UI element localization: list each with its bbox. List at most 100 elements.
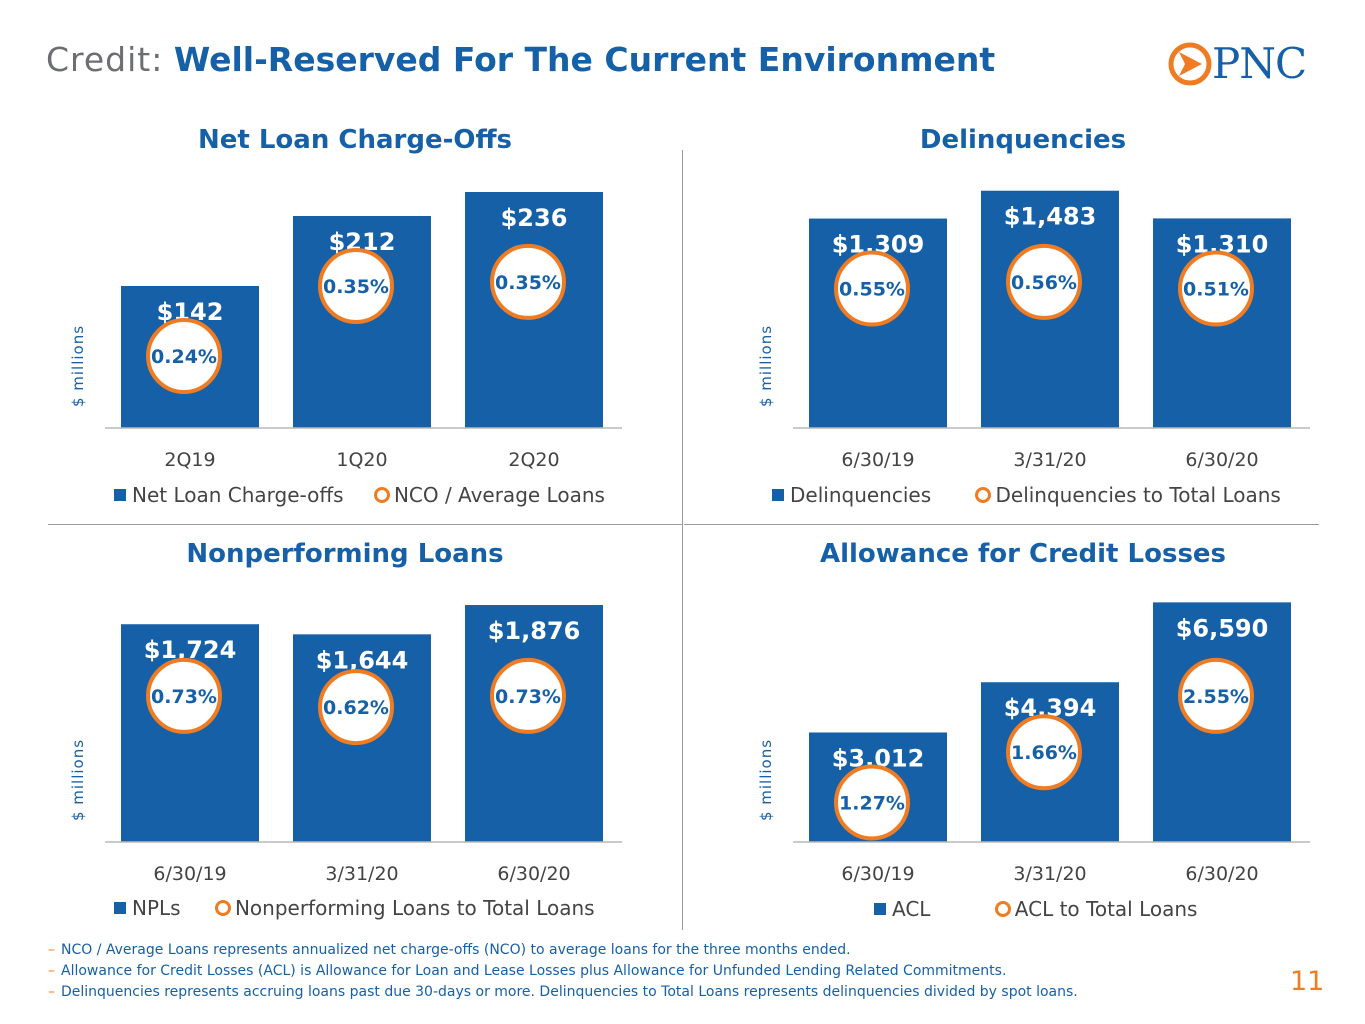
ratio-marker <box>834 764 910 841</box>
legend-item-ratio: ACL to Total Loans <box>994 897 1198 921</box>
ratio-marker <box>1178 657 1254 734</box>
x-tick-label: 6/30/19 <box>841 863 914 885</box>
footnote: – NCO / Average Loans represents annualiz… <box>48 940 1078 961</box>
ratio-marker <box>146 657 222 734</box>
legend-item-bar: Net Loan Charge-offs <box>114 483 344 507</box>
ratio-value-label: 0.24% <box>151 346 217 368</box>
legend-delinquencies: Delinquencies Delinquencies to Total Loa… <box>772 483 1281 507</box>
quadrant-divider-left <box>48 524 682 525</box>
legend-bar-label: Delinquencies <box>790 483 932 507</box>
y-axis-label: $ millions <box>69 739 87 821</box>
chart-plot: $ millions$1420.24%2Q19$2120.35%1Q20$236… <box>69 192 622 471</box>
legend-item-ratio: NCO / Average Loans <box>373 483 605 507</box>
legend-square-icon <box>114 902 126 914</box>
ratio-marker <box>318 669 394 746</box>
bar-value-label: $1,876 <box>488 617 581 645</box>
chart-net-loan-charge-offs: Net Loan Charge-Offs $ millions $142 0.24%… <box>45 122 685 502</box>
page-number: 11 <box>1290 966 1325 997</box>
chart-title: Delinquencies <box>919 125 1127 155</box>
ratio-marker <box>490 657 566 734</box>
x-tick-label: 6/30/20 <box>1185 863 1258 885</box>
x-tick-label: 2Q20 <box>508 449 559 471</box>
footnote: – Delinquencies represents accruing loans… <box>48 982 1078 1003</box>
quadrant-divider-right <box>684 524 1319 525</box>
legend-item-ratio: Delinquencies to Total Loans <box>975 483 1281 507</box>
page-title: Credit: Well-Reserved For The Current En… <box>46 40 995 79</box>
ratio-value-label: 1.66% <box>1011 742 1077 764</box>
x-tick-label: 6/30/19 <box>841 449 914 471</box>
legend-allowance-credit-losses: ACL ACL to Total Loans <box>874 897 1197 921</box>
chart-title: Net Loan Charge-Offs <box>197 125 513 155</box>
title-prefix: Credit: <box>46 40 164 79</box>
legend-ring-icon <box>975 487 992 503</box>
ratio-marker <box>1178 250 1254 327</box>
pnc-triangle-icon <box>1168 42 1212 86</box>
x-tick-label: 6/30/20 <box>497 863 570 885</box>
legend-ring-icon <box>373 487 390 503</box>
legend-square-icon <box>772 489 784 501</box>
ratio-value-label: 0.35% <box>495 272 561 294</box>
chart-title: Nonperforming Loans <box>186 539 504 569</box>
legend-item-ratio: Nonperforming Loans to Total Loans <box>214 896 595 920</box>
ratio-value-label: 2.55% <box>1183 686 1249 708</box>
y-axis-label: $ millions <box>69 325 87 407</box>
y-axis-label: $ millions <box>757 325 775 407</box>
ratio-value-label: 0.73% <box>495 686 561 708</box>
ratio-value-label: 0.55% <box>839 279 905 301</box>
x-tick-label: 3/31/20 <box>325 863 398 885</box>
footnote-text: NCO / Average Loans represents annualize… <box>61 942 851 958</box>
quadrant-divider-vertical <box>682 150 683 930</box>
legend-ratio-label: NCO / Average Loans <box>393 483 605 507</box>
logo-text: PNC <box>1212 39 1307 88</box>
chart-plot: $ millions$1,7240.73%6/30/19$1,6440.62%3… <box>69 605 622 885</box>
ratio-value-label: 0.51% <box>1183 279 1249 301</box>
ratio-value-label: 0.73% <box>151 686 217 708</box>
ratio-value-label: 0.62% <box>323 697 389 719</box>
chart-title: Allowance for Credit Losses <box>819 539 1227 569</box>
legend-item-bar: Delinquencies <box>772 483 931 507</box>
footnote-dash: – <box>48 984 55 1000</box>
footnote-text: Allowance for Credit Losses (ACL) is All… <box>61 963 1007 979</box>
legend-square-icon <box>874 903 886 915</box>
ratio-value-label: 0.56% <box>1011 272 1077 294</box>
footnote-text: Delinquencies represents accruing loans … <box>61 984 1078 1000</box>
ratio-marker <box>490 243 566 320</box>
footnote-dash: – <box>48 963 55 979</box>
ratio-value-label: 0.35% <box>323 276 389 298</box>
legend-bar-label: Net Loan Charge-offs <box>132 483 344 507</box>
pnc-logo: PNC <box>1168 38 1323 90</box>
ratio-marker <box>318 248 394 324</box>
legend-ring-icon <box>214 900 231 916</box>
bar-value-label: $236 <box>501 204 568 232</box>
x-tick-label: 2Q19 <box>164 449 215 471</box>
legend-item-bar: NPLs <box>114 896 181 920</box>
chart-plot: $ millions$1,3090.55%6/30/19$1,4830.56%3… <box>757 190 1310 471</box>
bar-value-label: $6,590 <box>1176 614 1269 642</box>
chart-delinquencies: Delinquencies $ millions $1,309 0.55% 6/30/… <box>733 122 1365 502</box>
legend-ratio-label: Nonperforming Loans to Total Loans <box>234 896 595 920</box>
legend-square-icon <box>114 489 126 501</box>
x-tick-label: 6/30/19 <box>153 863 226 885</box>
legend-item-bar: ACL <box>874 897 930 921</box>
legend-net-loan-charge-offs: Net Loan Charge-offs NCO / Average Loans <box>114 483 605 507</box>
x-tick-label: 3/31/20 <box>1013 863 1086 885</box>
legend-ring-icon <box>994 901 1011 917</box>
bar-value-label: $1,483 <box>1004 203 1097 231</box>
ratio-marker <box>1006 243 1082 320</box>
x-tick-label: 3/31/20 <box>1013 449 1086 471</box>
legend-nonperforming-loans: NPLs Nonperforming Loans to Total Loans <box>114 896 595 920</box>
footnotes: – NCO / Average Loans represents annualiz… <box>48 940 1078 1003</box>
y-axis-label: $ millions <box>757 739 775 821</box>
legend-bar-label: ACL <box>892 897 931 921</box>
legend-bar-label: NPLs <box>132 896 181 920</box>
title-main: Well-Reserved For The Current Environmen… <box>173 40 996 79</box>
footnote-dash: – <box>48 942 55 958</box>
chart-allowance-credit-losses: Allowance for Credit Losses $ millions $3… <box>733 536 1365 916</box>
legend-ratio-label: ACL to Total Loans <box>1014 897 1198 921</box>
chart-plot: $ millions $3,0121.27%6/30/19$4,3941.66%3… <box>757 602 1310 885</box>
footnote: – Allowance for Credit Losses (ACL) is Al… <box>48 961 1078 982</box>
x-tick-label: 1Q20 <box>336 449 387 471</box>
ratio-marker <box>146 318 222 394</box>
ratio-value-label: 1.27% <box>839 792 905 814</box>
chart-nonperforming-loans: Nonperforming Loans $ millions $1,724 0.73… <box>45 536 685 916</box>
